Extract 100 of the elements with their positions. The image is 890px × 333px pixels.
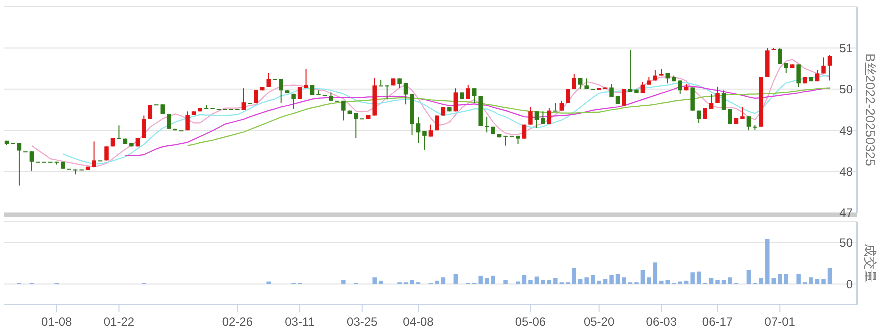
candlestick	[622, 88, 626, 106]
bar	[441, 278, 446, 284]
candlestick	[279, 78, 284, 104]
bar	[766, 239, 770, 284]
bar	[590, 275, 596, 284]
line-series	[31, 59, 831, 168]
candlestick	[104, 146, 109, 162]
x-tick-label: 02-26	[222, 315, 254, 329]
candlestick	[316, 90, 321, 96]
bar	[709, 278, 714, 284]
x-tick-label: 06-03	[646, 315, 678, 329]
bar	[454, 274, 458, 284]
candlestick	[554, 102, 558, 112]
candlestick	[690, 87, 695, 112]
bar	[584, 278, 589, 284]
x-tick-label: 07-01	[764, 315, 796, 329]
candlestick	[610, 84, 614, 98]
candlestick	[117, 125, 122, 140]
candlestick	[404, 82, 408, 106]
candlestick	[254, 90, 259, 104]
candlestick	[584, 78, 589, 90]
bar	[678, 282, 682, 284]
x-tick-label: 01-08	[42, 315, 73, 329]
bar	[547, 280, 552, 284]
x-tick-label: 05-06	[515, 315, 546, 329]
bar	[554, 278, 558, 284]
candlestick	[416, 116, 421, 144]
candlestick	[504, 135, 508, 146]
bar	[491, 276, 496, 284]
candlestick	[566, 88, 570, 104]
bar	[684, 280, 689, 284]
y-tick-label: 47	[840, 206, 854, 220]
bar	[484, 278, 490, 284]
bar	[716, 280, 720, 284]
candlestick	[398, 78, 402, 90]
candlestick	[242, 88, 246, 110]
candlestick	[142, 115, 146, 139]
bar	[603, 279, 608, 284]
candlestick	[17, 142, 22, 186]
bar	[597, 280, 602, 284]
bar	[410, 280, 414, 284]
x-tick-label: 04-08	[403, 315, 434, 329]
bar	[728, 278, 732, 284]
candlestick	[385, 85, 390, 100]
candlestick	[528, 107, 533, 126]
candlestick	[547, 108, 552, 125]
x-tick-label: 03-25	[347, 315, 378, 329]
y-tick-label: 50	[840, 236, 854, 250]
bar	[784, 274, 788, 284]
bar	[528, 280, 533, 284]
candlestick	[342, 100, 346, 122]
bar	[516, 282, 520, 284]
bar	[722, 280, 726, 284]
candlestick	[422, 130, 427, 150]
candlestick	[484, 116, 490, 134]
x-tick-label: 05-20	[584, 315, 615, 329]
bar	[822, 279, 826, 284]
candlestick	[304, 68, 308, 89]
candlestick	[266, 72, 271, 88]
candlestick	[822, 57, 826, 74]
candlestick	[292, 93, 296, 110]
bar	[266, 282, 271, 284]
y-tick-label: 0	[846, 277, 854, 292]
candlestick	[778, 48, 782, 65]
bar	[778, 274, 782, 284]
bar	[759, 278, 764, 284]
y-axis-title: 成交量	[863, 244, 878, 283]
y-tick-label: 49	[840, 124, 854, 138]
bar	[772, 278, 776, 284]
y-tick-label: 48	[840, 165, 854, 179]
bar	[622, 278, 626, 284]
line-series	[187, 88, 831, 146]
bar	[610, 275, 614, 284]
candlestick	[696, 110, 702, 124]
candlestick	[746, 116, 752, 132]
x-tick-label: 06-17	[702, 315, 734, 329]
bar	[342, 280, 346, 284]
candlestick	[541, 111, 546, 125]
candlestick	[728, 108, 732, 125]
bar	[746, 270, 752, 284]
bar	[541, 280, 546, 284]
candlestick	[678, 80, 682, 95]
bar	[522, 275, 527, 284]
candlestick	[92, 141, 96, 168]
candlestick	[628, 50, 633, 93]
x-tick-label: 03-11	[285, 315, 316, 329]
bar	[504, 280, 508, 284]
bar	[660, 280, 664, 284]
candlestick	[454, 88, 458, 112]
candlestick	[534, 111, 540, 129]
candlestick	[560, 100, 564, 112]
candlestick	[472, 88, 477, 104]
y-tick-label: 51	[840, 41, 854, 56]
candlestick	[796, 64, 801, 88]
candlestick	[572, 74, 576, 90]
bar	[372, 278, 377, 284]
y-axis-title: B丝2022-20250325	[863, 54, 878, 166]
bar	[534, 276, 540, 284]
candlestick	[354, 112, 358, 139]
bar	[666, 280, 670, 284]
